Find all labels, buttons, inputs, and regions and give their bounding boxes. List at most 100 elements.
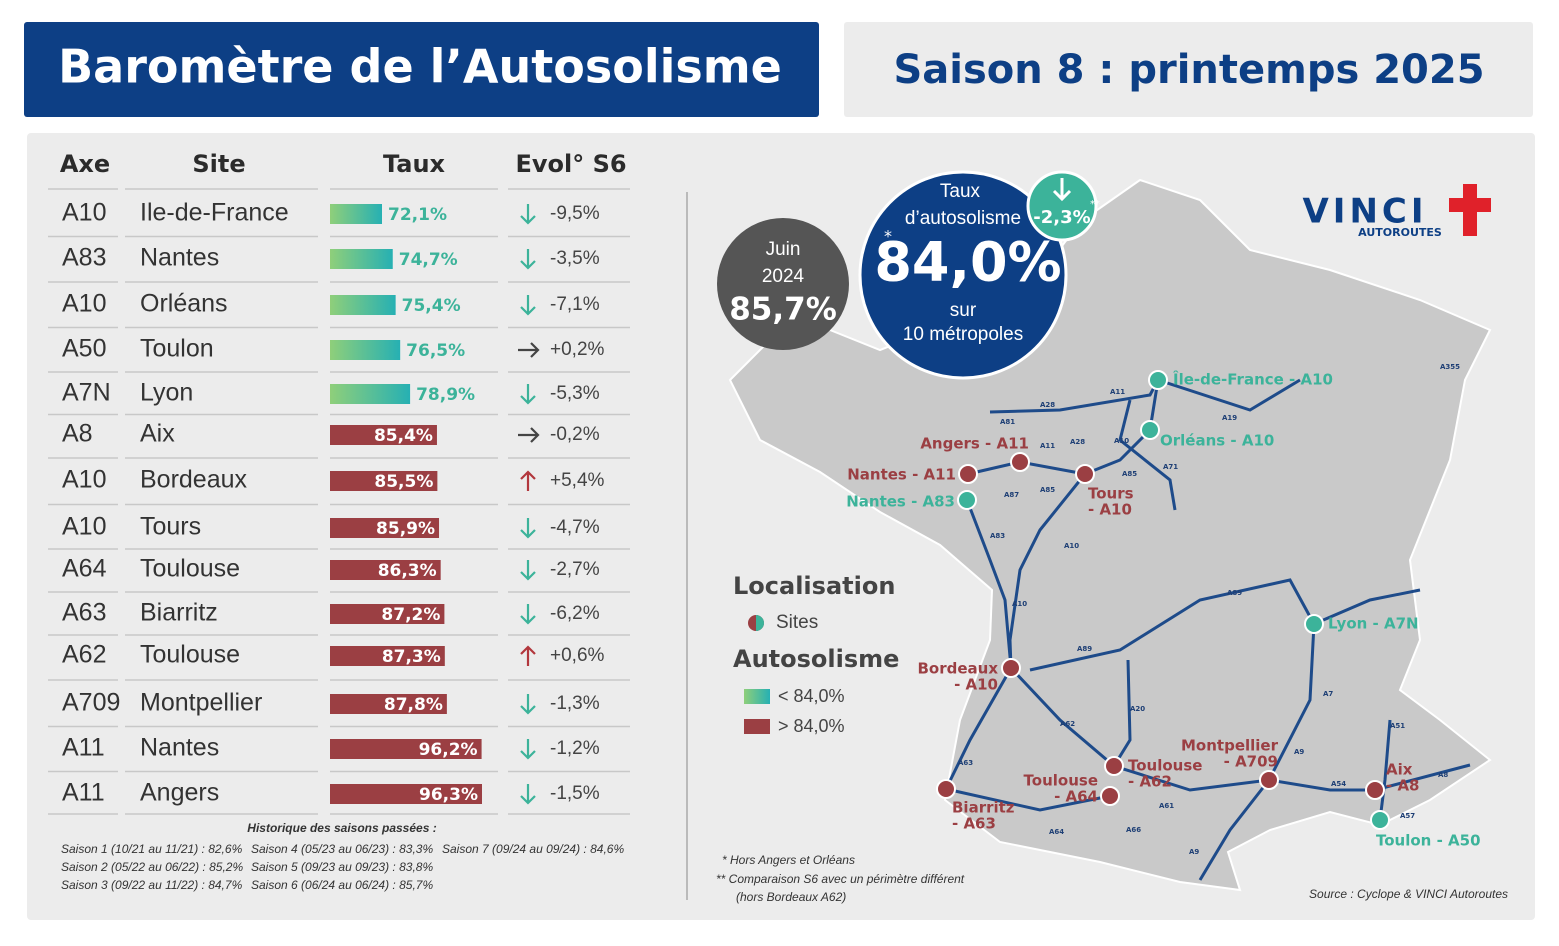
road [1198, 779, 1271, 881]
site: Orléans [140, 290, 228, 318]
history-season: Saison 2 (05/22 au 06/22) : 85,2% [61, 860, 243, 874]
axe: A50 [62, 335, 106, 363]
rate-bar [330, 784, 482, 804]
road-label: A20 [1130, 705, 1145, 713]
prev-circle [717, 218, 849, 350]
history-season: Saison 6 (06/24 au 06/24) : 85,7% [251, 878, 433, 892]
road-label: A71 [1163, 463, 1178, 471]
road-label: A89 [1227, 589, 1242, 597]
evol-label: -6,2% [550, 603, 600, 624]
evol-label: -5,3% [550, 383, 600, 404]
road [1112, 659, 1132, 767]
axe: A10 [62, 199, 106, 227]
evol-label: -2,7% [550, 559, 600, 580]
site-label: Toulouse [1128, 757, 1202, 775]
footnote: ** Comparaison S6 avec un périmètre diff… [716, 872, 965, 886]
rate-bar [330, 249, 393, 269]
logo-name: VINCI [1302, 192, 1427, 232]
rate-label: 74,7% [399, 250, 458, 270]
legend-label: < 84,0% [778, 686, 845, 706]
rate-bar [330, 384, 411, 404]
logo-sub: AUTOROUTES [1358, 226, 1442, 239]
road-label: A19 [1222, 414, 1237, 422]
road-label: A85 [1122, 470, 1137, 478]
road [1118, 399, 1177, 511]
rate-label: 72,1% [388, 205, 447, 225]
site-label: - A10 [1088, 501, 1132, 519]
rate-title: Taux [940, 181, 981, 202]
evol-star: ** [1090, 199, 1100, 210]
site: Montpellier [140, 689, 262, 717]
evol-label: -0,2% [550, 424, 600, 445]
history-season: Saison 5 (09/23 au 09/23) : 83,8% [251, 860, 433, 874]
axe: A10 [62, 290, 106, 318]
legend-label: > 84,0% [778, 716, 845, 736]
road [945, 787, 1111, 812]
history-season: Saison 4 (05/23 au 06/23) : 83,3% [251, 842, 433, 856]
site-marker [1370, 810, 1390, 830]
evol-arrow [520, 739, 536, 760]
road-label: A51 [1390, 722, 1405, 730]
site-label: Île-de-France - A10 [1173, 370, 1333, 389]
road-label: A89 [1077, 645, 1092, 653]
road-label: A57 [1400, 812, 1415, 820]
rate-bar [330, 739, 482, 759]
road-label: A87 [1004, 491, 1019, 499]
road-label: A61 [1159, 802, 1174, 810]
site-label: - A63 [952, 815, 996, 833]
column-header: Axe [60, 150, 110, 178]
rate-bar [330, 471, 438, 491]
footnote: (hors Bordeaux A62) [736, 890, 846, 904]
evol-arrow [520, 604, 536, 625]
road-label: A9 [1294, 748, 1304, 756]
rate-label: 87,2% [381, 605, 440, 625]
site-label: Nantes - A11 [847, 466, 956, 484]
site-marker [936, 779, 956, 799]
evol-label: -3,5% [550, 248, 600, 269]
title-box [24, 22, 819, 117]
rate-label: 85,4% [374, 426, 433, 446]
road-label: A11 [1110, 388, 1125, 396]
axe: A10 [62, 513, 106, 541]
axe: A63 [62, 599, 106, 627]
evol-arrow [520, 295, 536, 316]
site-marker [958, 464, 978, 484]
footnote: * Hors Angers et Orléans [722, 853, 855, 867]
rate-label: 75,4% [402, 296, 461, 316]
road-label: A11 [1040, 442, 1055, 450]
axe: A83 [62, 244, 106, 272]
evol-label: +5,4% [550, 470, 605, 491]
evol-arrow [518, 427, 540, 443]
column-header: Site [192, 150, 245, 178]
source: Source : Cyclope & VINCI Autoroutes [1309, 887, 1508, 901]
site: Biarritz [140, 599, 218, 627]
evol-arrow [520, 518, 536, 539]
road [1313, 588, 1421, 626]
road-label: A10 [1064, 542, 1079, 550]
rate-sub: sur [950, 300, 977, 321]
rate-label: 76,5% [406, 341, 465, 361]
evol-arrow [520, 384, 536, 405]
rate-label: 78,9% [416, 385, 475, 405]
road-label: A66 [1126, 826, 1141, 834]
site-label: Biarritz [952, 799, 1015, 817]
evol-label: -1,3% [550, 693, 600, 714]
site-marker [1259, 770, 1279, 790]
evol-arrow [520, 694, 536, 715]
road-label: A63 [958, 759, 973, 767]
site-label: Toulouse [1024, 772, 1098, 790]
rate-bar [330, 340, 401, 360]
site-label: - A8 [1386, 777, 1420, 795]
evol-arrow [518, 342, 540, 358]
evol-arrow [520, 560, 536, 581]
site: Toulouse [140, 641, 240, 669]
evol-label: -1,2% [550, 738, 600, 759]
site: Lyon [140, 379, 193, 407]
rate-bar [330, 518, 440, 538]
site: Nantes [140, 244, 219, 272]
site: Ile-de-France [140, 199, 289, 227]
rate-bar [330, 295, 396, 315]
season: Saison 8 : printemps 2025 [893, 47, 1484, 93]
